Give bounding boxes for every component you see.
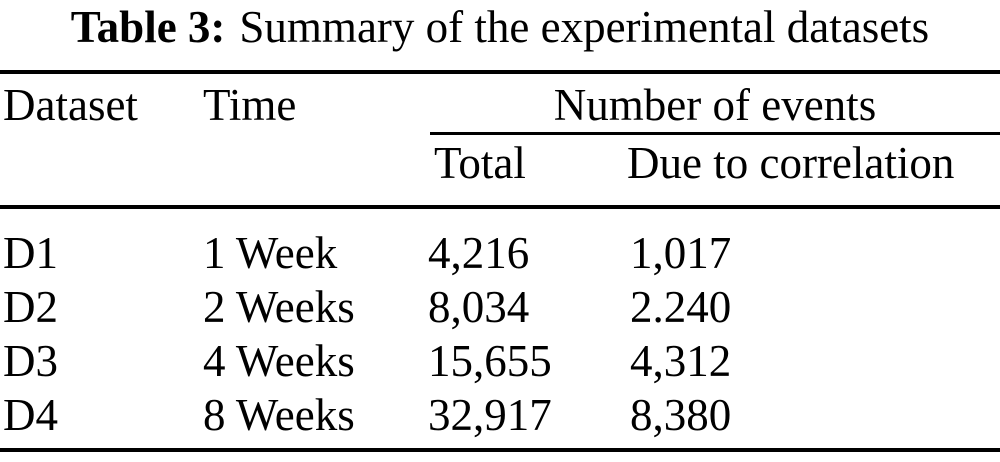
cell-due-to-correlation: 4,312: [630, 336, 732, 386]
bottom-rule: [0, 448, 1000, 452]
table-caption-label: Table 3:: [70, 2, 226, 52]
top-rule: [0, 70, 1000, 74]
events-group-rule: [430, 132, 1000, 135]
column-header-number-of-events: Number of events: [553, 80, 877, 130]
cell-total: 15,655: [428, 336, 552, 386]
cell-total: 8,034: [428, 282, 530, 332]
cell-due-to-correlation: 2.240: [630, 282, 732, 332]
cell-total: 32,917: [428, 390, 552, 440]
cell-time: 2 Weeks: [203, 282, 355, 332]
table-caption-text: Summary of the experimental datasets: [239, 2, 930, 52]
cell-due-to-correlation: 1,017: [630, 228, 732, 278]
cell-due-to-correlation: 8,380: [630, 390, 732, 440]
cell-dataset: D1: [3, 228, 58, 278]
column-header-due-to-correlation: Due to correlation: [627, 138, 955, 188]
cell-time: 1 Week: [203, 228, 338, 278]
cell-time: 4 Weeks: [203, 336, 355, 386]
cell-time: 8 Weeks: [203, 390, 355, 440]
column-header-total: Total: [434, 138, 526, 188]
table-caption: Table 3: Summary of the experimental data…: [0, 1, 1000, 53]
column-header-dataset: Dataset: [3, 80, 138, 130]
cell-dataset: D2: [3, 282, 58, 332]
cell-dataset: D4: [3, 390, 58, 440]
cell-dataset: D3: [3, 336, 58, 386]
cell-total: 4,216: [428, 228, 530, 278]
header-rule: [0, 205, 1000, 209]
column-header-time: Time: [203, 80, 297, 130]
